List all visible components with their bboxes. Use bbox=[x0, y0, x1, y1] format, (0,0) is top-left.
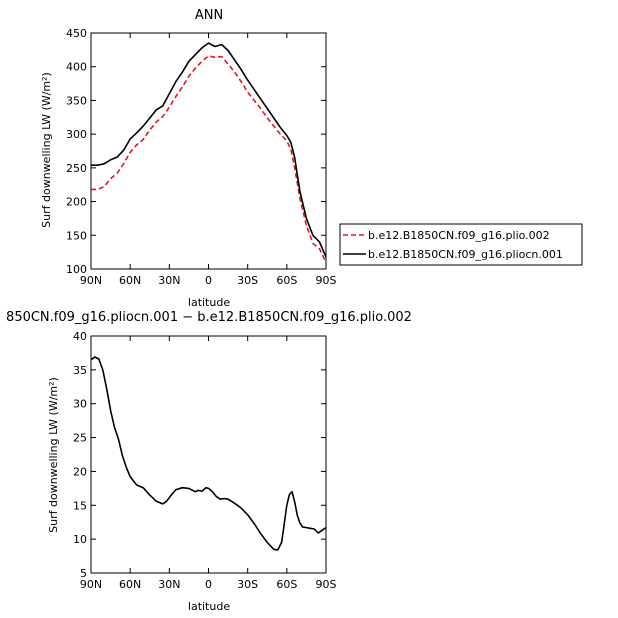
top-panel-y-tick-label: 400 bbox=[66, 61, 87, 74]
bottom-panel-x-axis-label: latitude bbox=[188, 600, 230, 613]
top-panel-x-tick-label: 90S bbox=[316, 274, 337, 287]
top-panel-y-axis-label: Surf downwelling LW (W/m²) bbox=[40, 72, 53, 228]
bottom-panel-y-tick-label: 20 bbox=[73, 465, 87, 478]
top-panel-y-tick-label: 150 bbox=[66, 229, 87, 242]
bottom-panel-y-tick-label: 25 bbox=[73, 432, 87, 445]
legend-box bbox=[339, 223, 583, 266]
top-panel-y-tick-label: 350 bbox=[66, 94, 87, 107]
bottom-panel-y-axis-label: Surf downwelling LW (W/m²) bbox=[47, 377, 60, 533]
bottom-panel: 850CN.f09_g16.pliocn.001 − b.e12.B1850CN… bbox=[6, 310, 412, 613]
bottom-panel-y-tick-label: 35 bbox=[73, 364, 87, 377]
bottom-panel-series-line-0 bbox=[90, 356, 327, 551]
top-panel-x-tick-label: 90N bbox=[80, 274, 102, 287]
legend: b.e12.B1850CN.f09_g16.plio.002 b.e12.B18… bbox=[339, 223, 583, 266]
top-panel-y-tick-label: 100 bbox=[66, 263, 87, 276]
top-panel-x-axis-label: latitude bbox=[188, 296, 230, 309]
bottom-panel-x-tick-label: 90N bbox=[80, 578, 102, 591]
bottom-panel-y-tick-label: 40 bbox=[73, 330, 87, 343]
legend-label-pliocn-001: b.e12.B1850CN.f09_g16.pliocn.001 bbox=[368, 248, 563, 261]
bottom-panel-plot-frame bbox=[90, 335, 327, 574]
bottom-panel-x-tick-label: 30S bbox=[237, 578, 258, 591]
top-panel-y-tick-label: 200 bbox=[66, 196, 87, 209]
top-panel-series-line-0 bbox=[91, 55, 327, 263]
top-panel-y-tick-label: 300 bbox=[66, 128, 87, 141]
top-panel-x-tick-label: 60S bbox=[276, 274, 297, 287]
top-panel-x-tick-label: 0 bbox=[205, 274, 212, 287]
bottom-panel-x-tick-label: 60N bbox=[119, 578, 141, 591]
top-panel-x-tick-label: 30S bbox=[237, 274, 258, 287]
bottom-panel-x-tick-label: 30N bbox=[158, 578, 180, 591]
bottom-panel-x-tick-label: 0 bbox=[205, 578, 212, 591]
top-panel-y-tick-label: 250 bbox=[66, 162, 87, 175]
bottom-panel-y-tick-label: 15 bbox=[73, 499, 87, 512]
top-panel-series-line-1 bbox=[91, 42, 327, 258]
top-panel-x-tick-label: 60N bbox=[119, 274, 141, 287]
bottom-panel-title: 850CN.f09_g16.pliocn.001 − b.e12.B1850CN… bbox=[6, 310, 412, 325]
top-panel-y-tick-label: 450 bbox=[66, 27, 87, 40]
top-panel: ANN latitude Surf downwelling LW (W/m²) … bbox=[40, 8, 337, 309]
legend-label-plio-002: b.e12.B1850CN.f09_g16.plio.002 bbox=[368, 229, 550, 242]
bottom-panel-y-tick-label: 30 bbox=[73, 398, 87, 411]
bottom-panel-x-tick-label: 60S bbox=[276, 578, 297, 591]
bottom-panel-y-tick-label: 5 bbox=[80, 567, 87, 580]
bottom-panel-y-tick-label: 10 bbox=[73, 533, 87, 546]
top-panel-title: ANN bbox=[195, 8, 223, 23]
top-panel-x-tick-label: 30N bbox=[158, 274, 180, 287]
bottom-panel-x-tick-label: 90S bbox=[316, 578, 337, 591]
